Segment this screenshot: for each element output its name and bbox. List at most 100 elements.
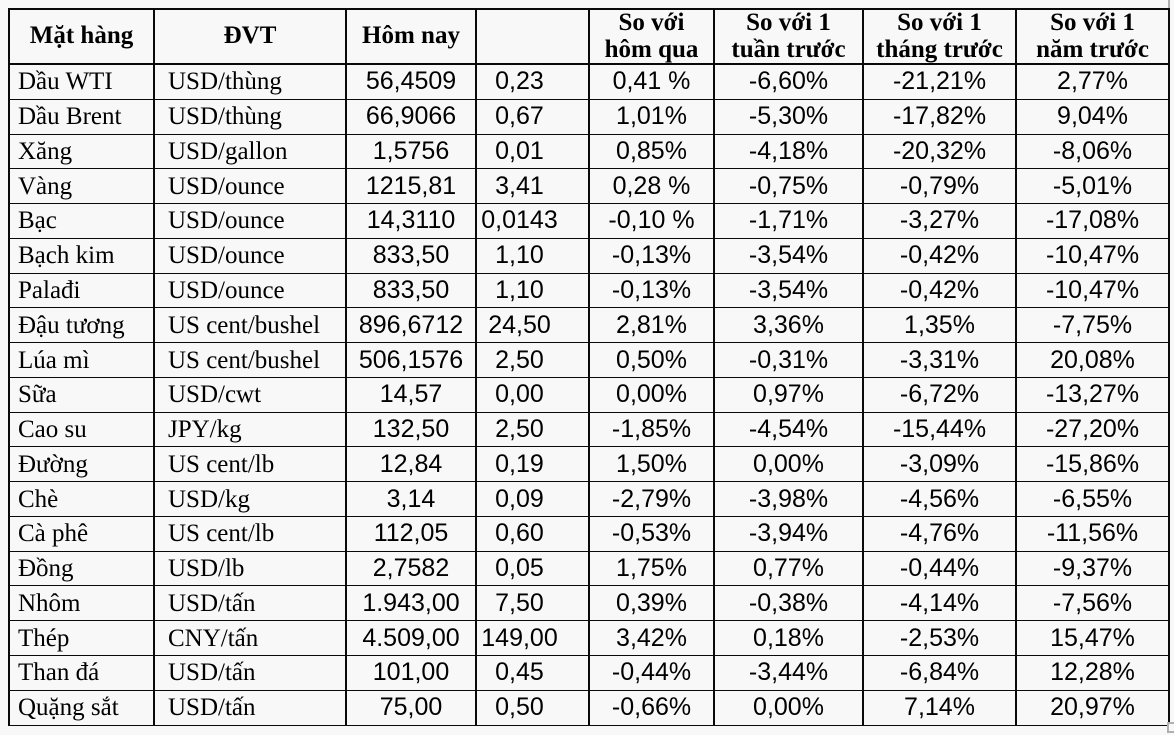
value-cell: 14,3110 — [345, 203, 477, 239]
value-cell: -0,44% — [862, 550, 1017, 587]
value-cell: USD/thùng — [153, 63, 347, 100]
value-cell: 0,77% — [713, 550, 864, 587]
value-cell: -3,94% — [713, 515, 864, 552]
commodity-name-cell: Đồng — [8, 550, 155, 587]
commodity-name-cell: Thép — [8, 620, 155, 657]
column-header-0: Mặt hàng — [8, 8, 155, 65]
column-header-5: So với 1 tuần trước — [713, 8, 864, 65]
value-cell: -5,01% — [1015, 168, 1170, 205]
column-header-3 — [475, 8, 590, 65]
value-cell: 0,19 — [475, 446, 590, 483]
value-cell: 75,00 — [345, 689, 477, 726]
value-cell: -3,44% — [713, 655, 864, 691]
value-cell: 132,50 — [345, 411, 477, 448]
value-cell: USD/ounce — [153, 168, 347, 205]
value-cell: 1,35% — [862, 307, 1017, 344]
commodity-name-cell: Sữa — [8, 376, 155, 413]
column-header-1: ĐVT — [153, 8, 347, 65]
value-cell: USD/ounce — [153, 272, 347, 309]
value-cell: 0,97% — [713, 376, 864, 413]
value-cell: 1,75% — [588, 550, 715, 587]
value-cell: -6,84% — [862, 655, 1017, 691]
value-cell: 1,01% — [588, 98, 715, 135]
value-cell: 833,50 — [345, 237, 477, 274]
value-cell: 0,85% — [588, 133, 715, 170]
value-cell: -0,66% — [588, 689, 715, 726]
value-cell: -7,56% — [1015, 585, 1170, 622]
value-cell: USD/tấn — [153, 655, 347, 691]
table-row: Cà phê US cent/lb 112,05 0,60 -0,53% -3,94% -4… — [8, 515, 1170, 552]
value-cell: 0,00% — [713, 446, 864, 483]
value-cell: -3,54% — [713, 272, 864, 309]
commodity-name-cell: Đường — [8, 446, 155, 483]
value-cell: -3,31% — [862, 342, 1017, 378]
table-row: Bạch kim USD/ounce 833,50 1,10 -0,13% -3,54% -… — [8, 237, 1170, 274]
value-cell: -27,20% — [1015, 411, 1170, 448]
value-cell: -2,79% — [588, 481, 715, 517]
value-cell: -17,82% — [862, 98, 1017, 135]
value-cell: 15,47% — [1015, 620, 1170, 657]
column-header-6: So với 1 tháng trước — [862, 8, 1017, 65]
value-cell: USD/gallon — [153, 133, 347, 170]
value-cell: -10,47% — [1015, 237, 1170, 274]
table-row: Vàng USD/ounce 1215,81 3,41 0,28 % -0,75% -0,7… — [8, 168, 1170, 205]
value-cell: -8,06% — [1015, 133, 1170, 170]
value-cell: 1,5756 — [345, 133, 477, 170]
corner-handle-icon — [1167, 722, 1174, 733]
screen-edge-tick — [1168, 0, 1170, 8]
value-cell: -0,53% — [588, 515, 715, 552]
value-cell: 1,10 — [475, 237, 590, 274]
value-cell: JPY/kg — [153, 411, 347, 448]
value-cell: -1,85% — [588, 411, 715, 448]
value-cell: -0,13% — [588, 237, 715, 274]
value-cell: 12,28% — [1015, 655, 1170, 691]
commodity-name-cell: Than đá — [8, 655, 155, 691]
value-cell: 7,50 — [475, 585, 590, 622]
commodity-name-cell: Bạch kim — [8, 237, 155, 274]
commodity-name-cell: Lúa mì — [8, 342, 155, 378]
commodity-name-cell: Nhôm — [8, 585, 155, 622]
commodity-name-cell: Đậu tương — [8, 307, 155, 344]
value-cell: 0,67 — [475, 98, 590, 135]
table-row: Đồng USD/lb 2,7582 0,05 1,75% 0,77% -0,44% -9,3… — [8, 550, 1170, 587]
value-cell: -0,38% — [713, 585, 864, 622]
value-cell: USD/tấn — [153, 689, 347, 726]
value-cell: US cent/bushel — [153, 342, 347, 378]
value-cell: USD/lb — [153, 550, 347, 587]
value-cell: 0,39% — [588, 585, 715, 622]
value-cell: 0,28 % — [588, 168, 715, 205]
value-cell: USD/cwt — [153, 376, 347, 413]
value-cell: 56,4509 — [345, 63, 477, 100]
commodity-name-cell: Vàng — [8, 168, 155, 205]
value-cell: -3,54% — [713, 237, 864, 274]
value-cell: -0,10 % — [588, 203, 715, 239]
value-cell: -6,60% — [713, 63, 864, 100]
value-cell: 12,84 — [345, 446, 477, 483]
value-cell: -0,42% — [862, 237, 1017, 274]
value-cell: -6,72% — [862, 376, 1017, 413]
table-body: Dầu WTI USD/thùng 56,4509 0,23 0,41 % -6,60% -… — [8, 63, 1170, 726]
value-cell: 0,01 — [475, 133, 590, 170]
value-cell: -4,56% — [862, 481, 1017, 517]
value-cell: 2,7582 — [345, 550, 477, 587]
value-cell: 1.943,00 — [345, 585, 477, 622]
value-cell: 896,6712 — [345, 307, 477, 344]
value-cell: US cent/lb — [153, 515, 347, 552]
commodity-name-cell: Cà phê — [8, 515, 155, 552]
value-cell: -11,56% — [1015, 515, 1170, 552]
value-cell: USD/ounce — [153, 237, 347, 274]
value-cell: 3,14 — [345, 481, 477, 517]
value-cell: -20,32% — [862, 133, 1017, 170]
value-cell: 2,77% — [1015, 63, 1170, 100]
value-cell: -0,75% — [713, 168, 864, 205]
value-cell: -9,37% — [1015, 550, 1170, 587]
commodity-name-cell: Dầu WTI — [8, 63, 155, 100]
table-row: Chè USD/kg 3,14 0,09 -2,79% -3,98% -4,56% -6,55… — [8, 481, 1170, 517]
header-row: Mặt hàng ĐVT Hôm nay So với hôm qua So với 1… — [8, 8, 1170, 65]
value-cell: USD/tấn — [153, 585, 347, 622]
value-cell: 0,23 — [475, 63, 590, 100]
value-cell: US cent/bushel — [153, 307, 347, 344]
value-cell: -15,44% — [862, 411, 1017, 448]
value-cell: 2,50 — [475, 411, 590, 448]
